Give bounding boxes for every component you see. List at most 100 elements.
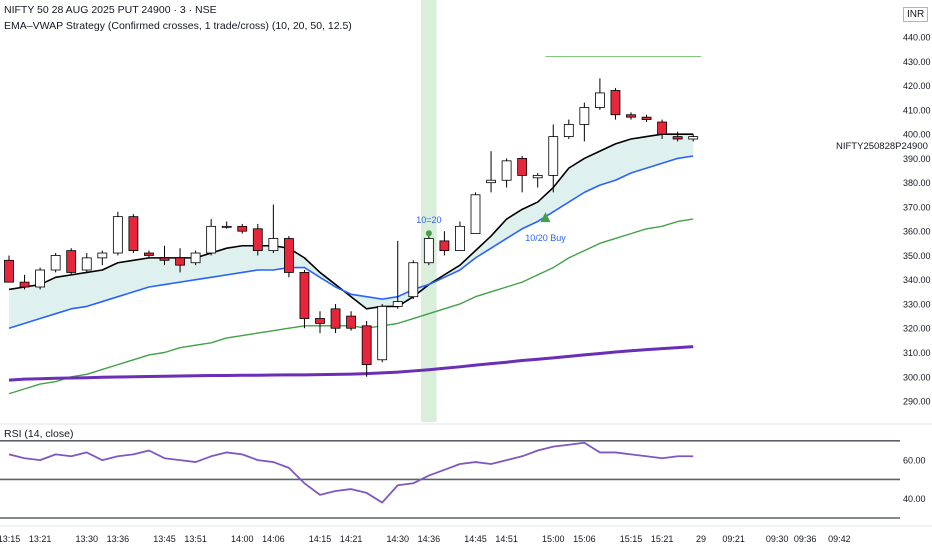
x-tick-label: 13:45 (153, 534, 176, 544)
x-tick-label: 15:21 (651, 534, 674, 544)
candle-body (672, 136, 683, 140)
y-tick-label: 290.00 (903, 397, 931, 407)
candle-body (97, 252, 108, 259)
rsi-line (8, 441, 694, 504)
y-tick-label: 440.00 (903, 33, 931, 43)
x-tick-label: 13:30 (75, 534, 98, 544)
candle (595, 78, 605, 110)
candle-body (579, 107, 590, 125)
candle (626, 112, 636, 120)
candle-body (455, 225, 465, 252)
x-tick-label: 14:21 (340, 534, 363, 544)
y-tick-label: 310.00 (903, 348, 931, 358)
candle-body (144, 252, 154, 256)
rsi-tick-label: 40.00 (903, 494, 926, 504)
candle (330, 303, 341, 334)
candle (206, 219, 217, 256)
candle (517, 155, 528, 193)
candle (532, 172, 543, 188)
symbol-title[interactable]: NIFTY 50 28 AUG 2025 PUT 24900 · 3 · NSE (4, 4, 217, 16)
candle (563, 119, 574, 140)
candle (470, 192, 481, 235)
candle-body (19, 281, 30, 288)
candle (268, 204, 279, 254)
ema-band-fill (9, 134, 694, 329)
ema20-line (8, 155, 694, 330)
candle (35, 267, 45, 290)
candle (579, 102, 590, 142)
candle-body (237, 225, 248, 232)
candle-body (517, 158, 528, 176)
y-tick-label: 360.00 (903, 227, 931, 237)
y-tick-label: 380.00 (903, 178, 931, 188)
x-tick-label: 13:51 (184, 534, 207, 544)
vwap-line (8, 345, 694, 382)
ema10-line (8, 133, 694, 310)
strategy-title[interactable]: EMA–VWAP Strategy (Confirmed crosses, 1 … (4, 20, 352, 32)
candle-body (595, 92, 605, 108)
x-tick-label: 15:15 (620, 534, 643, 544)
candle-body (81, 257, 92, 271)
x-tick-label: 29 (696, 534, 706, 544)
candle-body (392, 301, 403, 307)
candle-body (159, 257, 170, 261)
ema50-line (8, 218, 694, 395)
candle-body (532, 174, 543, 179)
y-tick-label: 420.00 (903, 81, 931, 91)
buy-signal-label: 10/20 Buy (525, 233, 566, 243)
candle-body (221, 225, 232, 228)
x-tick-label: 14:45 (464, 534, 487, 544)
x-tick-label: 14:00 (231, 534, 254, 544)
x-tick-label: 14:30 (386, 534, 409, 544)
x-tick-label: 09:42 (828, 534, 851, 544)
candle (688, 134, 699, 142)
candle-body (315, 318, 325, 324)
x-tick-label: 14:15 (309, 534, 332, 544)
candle (377, 303, 388, 363)
candle-body (175, 257, 185, 266)
candle-body (346, 315, 357, 329)
candle (672, 131, 683, 142)
x-tick-label: 13:21 (29, 534, 52, 544)
candle (175, 248, 185, 273)
candle (283, 236, 294, 278)
candle (423, 236, 434, 266)
price-symbol-tag: NIFTY250828P24900 (836, 141, 928, 152)
candle (641, 114, 652, 123)
candle-body (377, 306, 388, 361)
candle (361, 320, 372, 377)
cross-signal-dot (425, 230, 432, 237)
candle-body (626, 114, 636, 118)
y-tick-label: 410.00 (903, 105, 931, 115)
rsi-title[interactable]: RSI (14, close) (4, 428, 74, 440)
candle (19, 274, 30, 290)
candle (315, 311, 325, 334)
candle (4, 255, 14, 283)
x-tick-label: 15:00 (542, 534, 565, 544)
candle (128, 214, 139, 254)
candle-body (657, 121, 667, 135)
x-tick-label: 14:36 (418, 534, 441, 544)
x-tick-label: 09:30 (766, 534, 789, 544)
cross-signal-label: 10=20 (416, 215, 441, 225)
candle (501, 158, 512, 188)
candle-body (330, 308, 341, 329)
y-tick-label: 390.00 (903, 154, 931, 164)
currency-badge[interactable]: INR (903, 7, 929, 22)
candle (144, 250, 154, 258)
candle (112, 211, 123, 256)
x-tick-label: 09:36 (794, 534, 817, 544)
candle (221, 221, 232, 229)
candle (81, 253, 92, 273)
candle (455, 221, 465, 252)
y-tick-label: 400.00 (903, 130, 931, 140)
candle (346, 311, 357, 331)
candle (610, 88, 621, 120)
candle-body (128, 216, 139, 252)
candle-body (35, 269, 45, 288)
candle (548, 124, 559, 193)
candle-body (423, 238, 434, 264)
signal-highlight-band (421, 0, 437, 422)
